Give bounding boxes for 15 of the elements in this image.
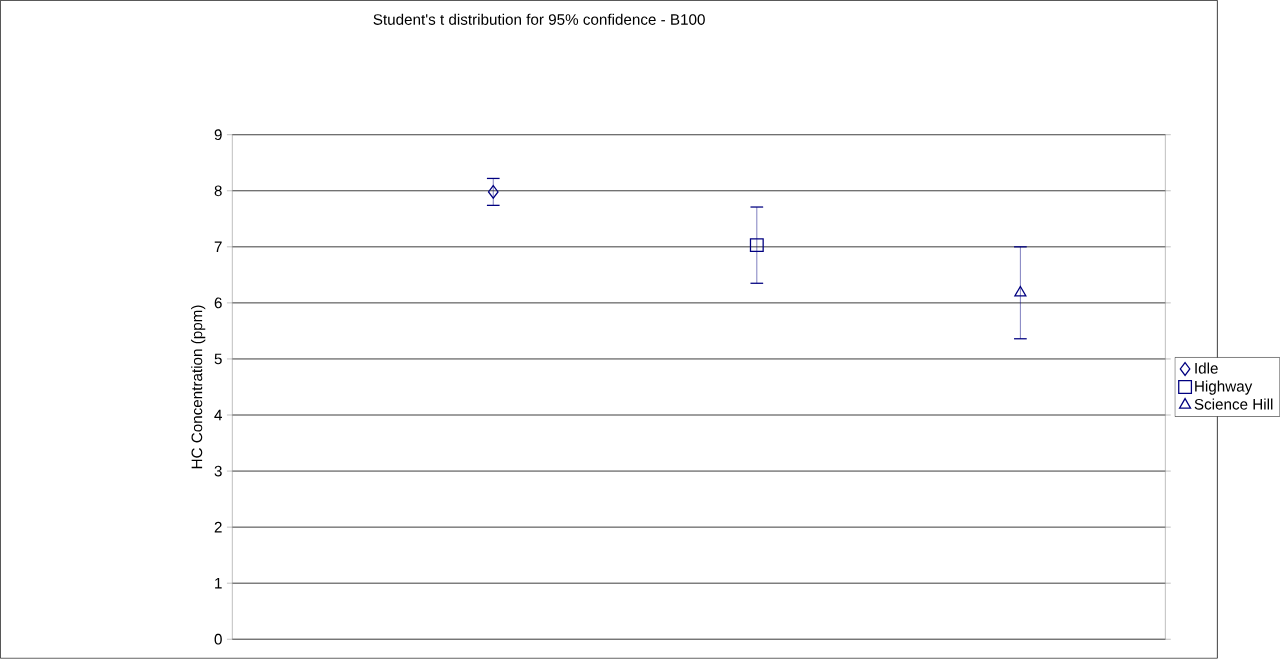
y-tick-label: 6 [214, 297, 222, 309]
y-tick-label: 2 [214, 521, 222, 533]
chart-title: Student's t distribution for 95% confidence - B100 [373, 13, 705, 26]
y-axis-title: HC Concentration (ppm) [191, 305, 206, 469]
legend-label: Highway [1195, 380, 1253, 395]
y-tick-label: 8 [214, 185, 222, 197]
y-tick-label: 9 [214, 129, 222, 141]
y-tick-label: 3 [214, 465, 222, 477]
y-tick-label: 0 [214, 634, 222, 645]
y-tick-label: 1 [215, 578, 222, 589]
legend-label: Science Hill [1194, 398, 1273, 410]
legend-label: Idle [1195, 362, 1218, 374]
y-tick-label: 7 [214, 241, 222, 253]
y-tick-label: 5 [214, 353, 222, 365]
y-tick-label: 4 [214, 409, 222, 421]
